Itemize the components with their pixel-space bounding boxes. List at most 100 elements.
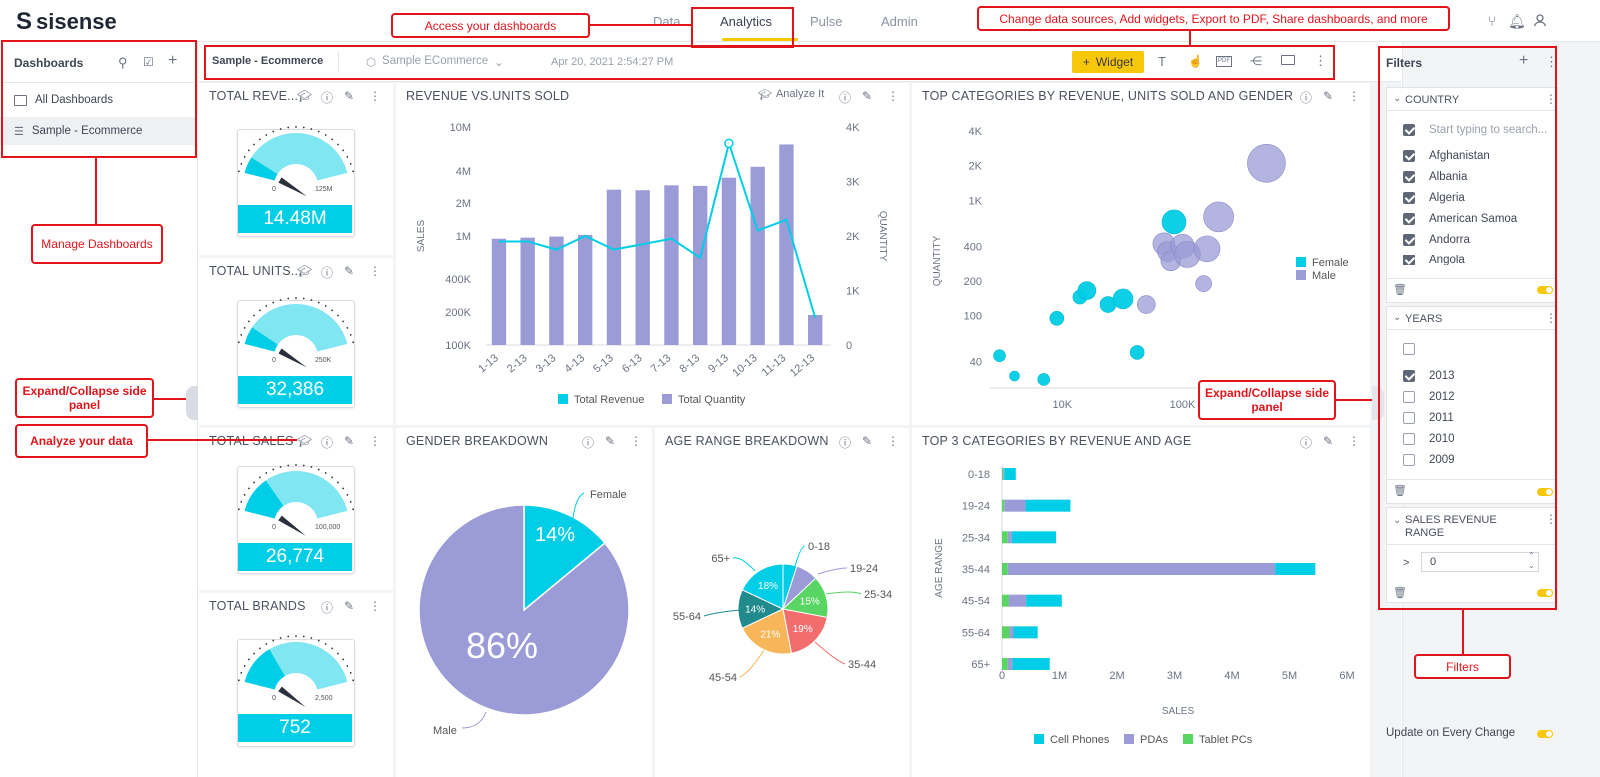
- select-all-checkbox[interactable]: [1403, 124, 1415, 136]
- scatter-point: [993, 349, 1006, 362]
- more-icon[interactable]: ⋮: [369, 264, 381, 278]
- checkbox[interactable]: [1403, 391, 1415, 403]
- checkbox[interactable]: [1403, 370, 1415, 382]
- update-on-change-toggle[interactable]: [1537, 730, 1553, 738]
- list-item[interactable]: Albania: [1403, 171, 1467, 183]
- more-icon[interactable]: ⋮: [1545, 54, 1558, 69]
- analyze-icon[interactable]: 🎓︎: [297, 264, 313, 278]
- more-icon[interactable]: ⋮: [887, 89, 899, 103]
- x-tick-label: 2M: [1109, 670, 1124, 682]
- select-all-checkbox[interactable]: [1403, 343, 1415, 355]
- list-item[interactable]: 2010: [1403, 433, 1455, 445]
- info-icon[interactable]: ⓘ: [321, 91, 334, 105]
- more-icon[interactable]: ⋮: [887, 434, 899, 448]
- checkbox[interactable]: [1403, 171, 1415, 183]
- edit-icon[interactable]: ✎: [344, 434, 355, 448]
- more-icon[interactable]: ⋮: [369, 89, 381, 103]
- hand-icon[interactable]: ☝: [1188, 54, 1203, 68]
- datasource-selector[interactable]: ⬡ Sample ECommerce ⌄: [366, 55, 504, 69]
- analyze-it-button[interactable]: 🎓︎ Analyze It: [758, 88, 825, 101]
- edit-icon[interactable]: ✎: [862, 89, 873, 103]
- add-widget-button[interactable]: + Widget: [1072, 51, 1144, 73]
- trash-icon[interactable]: 🗑︎: [1393, 587, 1407, 599]
- tab-admin[interactable]: Admin: [881, 14, 918, 29]
- list-item[interactable]: Afghanistan: [1403, 150, 1490, 162]
- chevron-down-icon[interactable]: ⌄: [1393, 312, 1402, 323]
- info-icon[interactable]: ⓘ: [839, 436, 852, 450]
- filter-toggle[interactable]: [1537, 589, 1553, 597]
- select-all-row[interactable]: [1403, 343, 1415, 355]
- more-icon[interactable]: ⋮: [630, 434, 642, 448]
- filter-toggle[interactable]: [1537, 488, 1553, 496]
- list-item[interactable]: Angola: [1403, 255, 1465, 265]
- edit-icon[interactable]: ✎: [344, 599, 355, 613]
- checkbox[interactable]: [1403, 412, 1415, 424]
- more-icon[interactable]: ⋮: [1348, 89, 1360, 103]
- sidebar-item-sample-ecommerce[interactable]: ☰ Sample - Ecommerce: [0, 117, 198, 145]
- checkbox[interactable]: [1403, 255, 1415, 265]
- info-icon[interactable]: ⓘ: [1300, 436, 1313, 450]
- trash-icon[interactable]: 🗑︎: [1393, 485, 1407, 497]
- dashboard-name[interactable]: Sample - Ecommerce: [212, 55, 324, 67]
- edit-icon[interactable]: ✎: [344, 264, 355, 278]
- info-icon[interactable]: ⓘ: [839, 91, 852, 105]
- more-icon[interactable]: ⋮: [1348, 434, 1360, 448]
- more-icon[interactable]: ⋮: [369, 434, 381, 448]
- checkbox[interactable]: [1403, 192, 1415, 204]
- info-icon[interactable]: ⓘ: [321, 601, 334, 615]
- bell-icon[interactable]: 🔔︎: [1508, 13, 1526, 29]
- more-icon[interactable]: ⋮: [1545, 311, 1557, 325]
- chevron-down-icon[interactable]: ⌄: [1393, 515, 1402, 526]
- more-icon[interactable]: ⋮: [1314, 53, 1327, 68]
- checkbox[interactable]: [1403, 433, 1415, 445]
- edit-icon[interactable]: ✎: [605, 434, 616, 448]
- filter-toggle[interactable]: [1537, 286, 1553, 294]
- search-input[interactable]: Start typing to search...: [1429, 124, 1548, 136]
- monitor-icon[interactable]: [1281, 55, 1295, 65]
- share-icon[interactable]: ⋲: [1250, 54, 1262, 68]
- checkbox[interactable]: [1403, 234, 1415, 246]
- sidebar-item-all-dashboards[interactable]: All Dashboards: [0, 86, 198, 114]
- analyze-icon[interactable]: 🎓︎: [297, 89, 313, 103]
- list-item[interactable]: Andorra: [1403, 234, 1470, 246]
- add-dashboard-icon[interactable]: +: [168, 52, 178, 69]
- list-item[interactable]: 2012: [1403, 391, 1455, 403]
- range-value-input[interactable]: 0: [1421, 552, 1539, 572]
- checklist-icon[interactable]: ☑: [143, 55, 154, 69]
- user-icon[interactable]: [1532, 13, 1548, 29]
- checkbox[interactable]: [1403, 454, 1415, 466]
- list-item[interactable]: American Samoa: [1403, 213, 1517, 225]
- edit-icon[interactable]: ✎: [1323, 434, 1334, 448]
- add-filter-icon[interactable]: +: [1519, 52, 1529, 69]
- tab-analytics[interactable]: Analytics: [720, 14, 773, 29]
- collapse-left-panel-handle[interactable]: [186, 386, 198, 420]
- info-icon[interactable]: ⓘ: [582, 436, 595, 450]
- select-all-row[interactable]: Start typing to search...: [1403, 124, 1547, 136]
- chevron-down-icon[interactable]: ⌄: [1393, 93, 1402, 104]
- list-item[interactable]: 2009: [1403, 454, 1455, 466]
- trash-icon[interactable]: 🗑︎: [1393, 284, 1407, 296]
- more-icon[interactable]: ⋮: [1545, 92, 1557, 106]
- edit-icon[interactable]: ✎: [1323, 89, 1334, 103]
- checkbox[interactable]: [1403, 150, 1415, 162]
- more-icon[interactable]: ⋮: [1545, 512, 1557, 526]
- branch-icon[interactable]: ⑂: [1487, 13, 1497, 29]
- info-icon[interactable]: ⓘ: [1300, 91, 1313, 105]
- text-icon[interactable]: T: [1158, 54, 1166, 69]
- stepper-icon[interactable]: ⌃ ⌄: [1528, 551, 1535, 570]
- search-icon[interactable]: ⚲: [118, 55, 128, 70]
- list-item[interactable]: Algeria: [1403, 192, 1465, 204]
- analyze-icon[interactable]: 🎓︎: [297, 434, 313, 448]
- list-item[interactable]: 2013: [1403, 370, 1455, 382]
- pdf-icon[interactable]: PDF: [1216, 56, 1232, 67]
- edit-icon[interactable]: ✎: [344, 89, 355, 103]
- info-icon[interactable]: ⓘ: [321, 266, 334, 280]
- bar: [721, 177, 737, 345]
- list-item[interactable]: 2011: [1403, 412, 1454, 424]
- more-icon[interactable]: ⋮: [369, 599, 381, 613]
- info-icon[interactable]: ⓘ: [321, 436, 334, 450]
- checkbox[interactable]: [1403, 213, 1415, 225]
- tab-pulse[interactable]: Pulse: [810, 14, 843, 29]
- edit-icon[interactable]: ✎: [862, 434, 873, 448]
